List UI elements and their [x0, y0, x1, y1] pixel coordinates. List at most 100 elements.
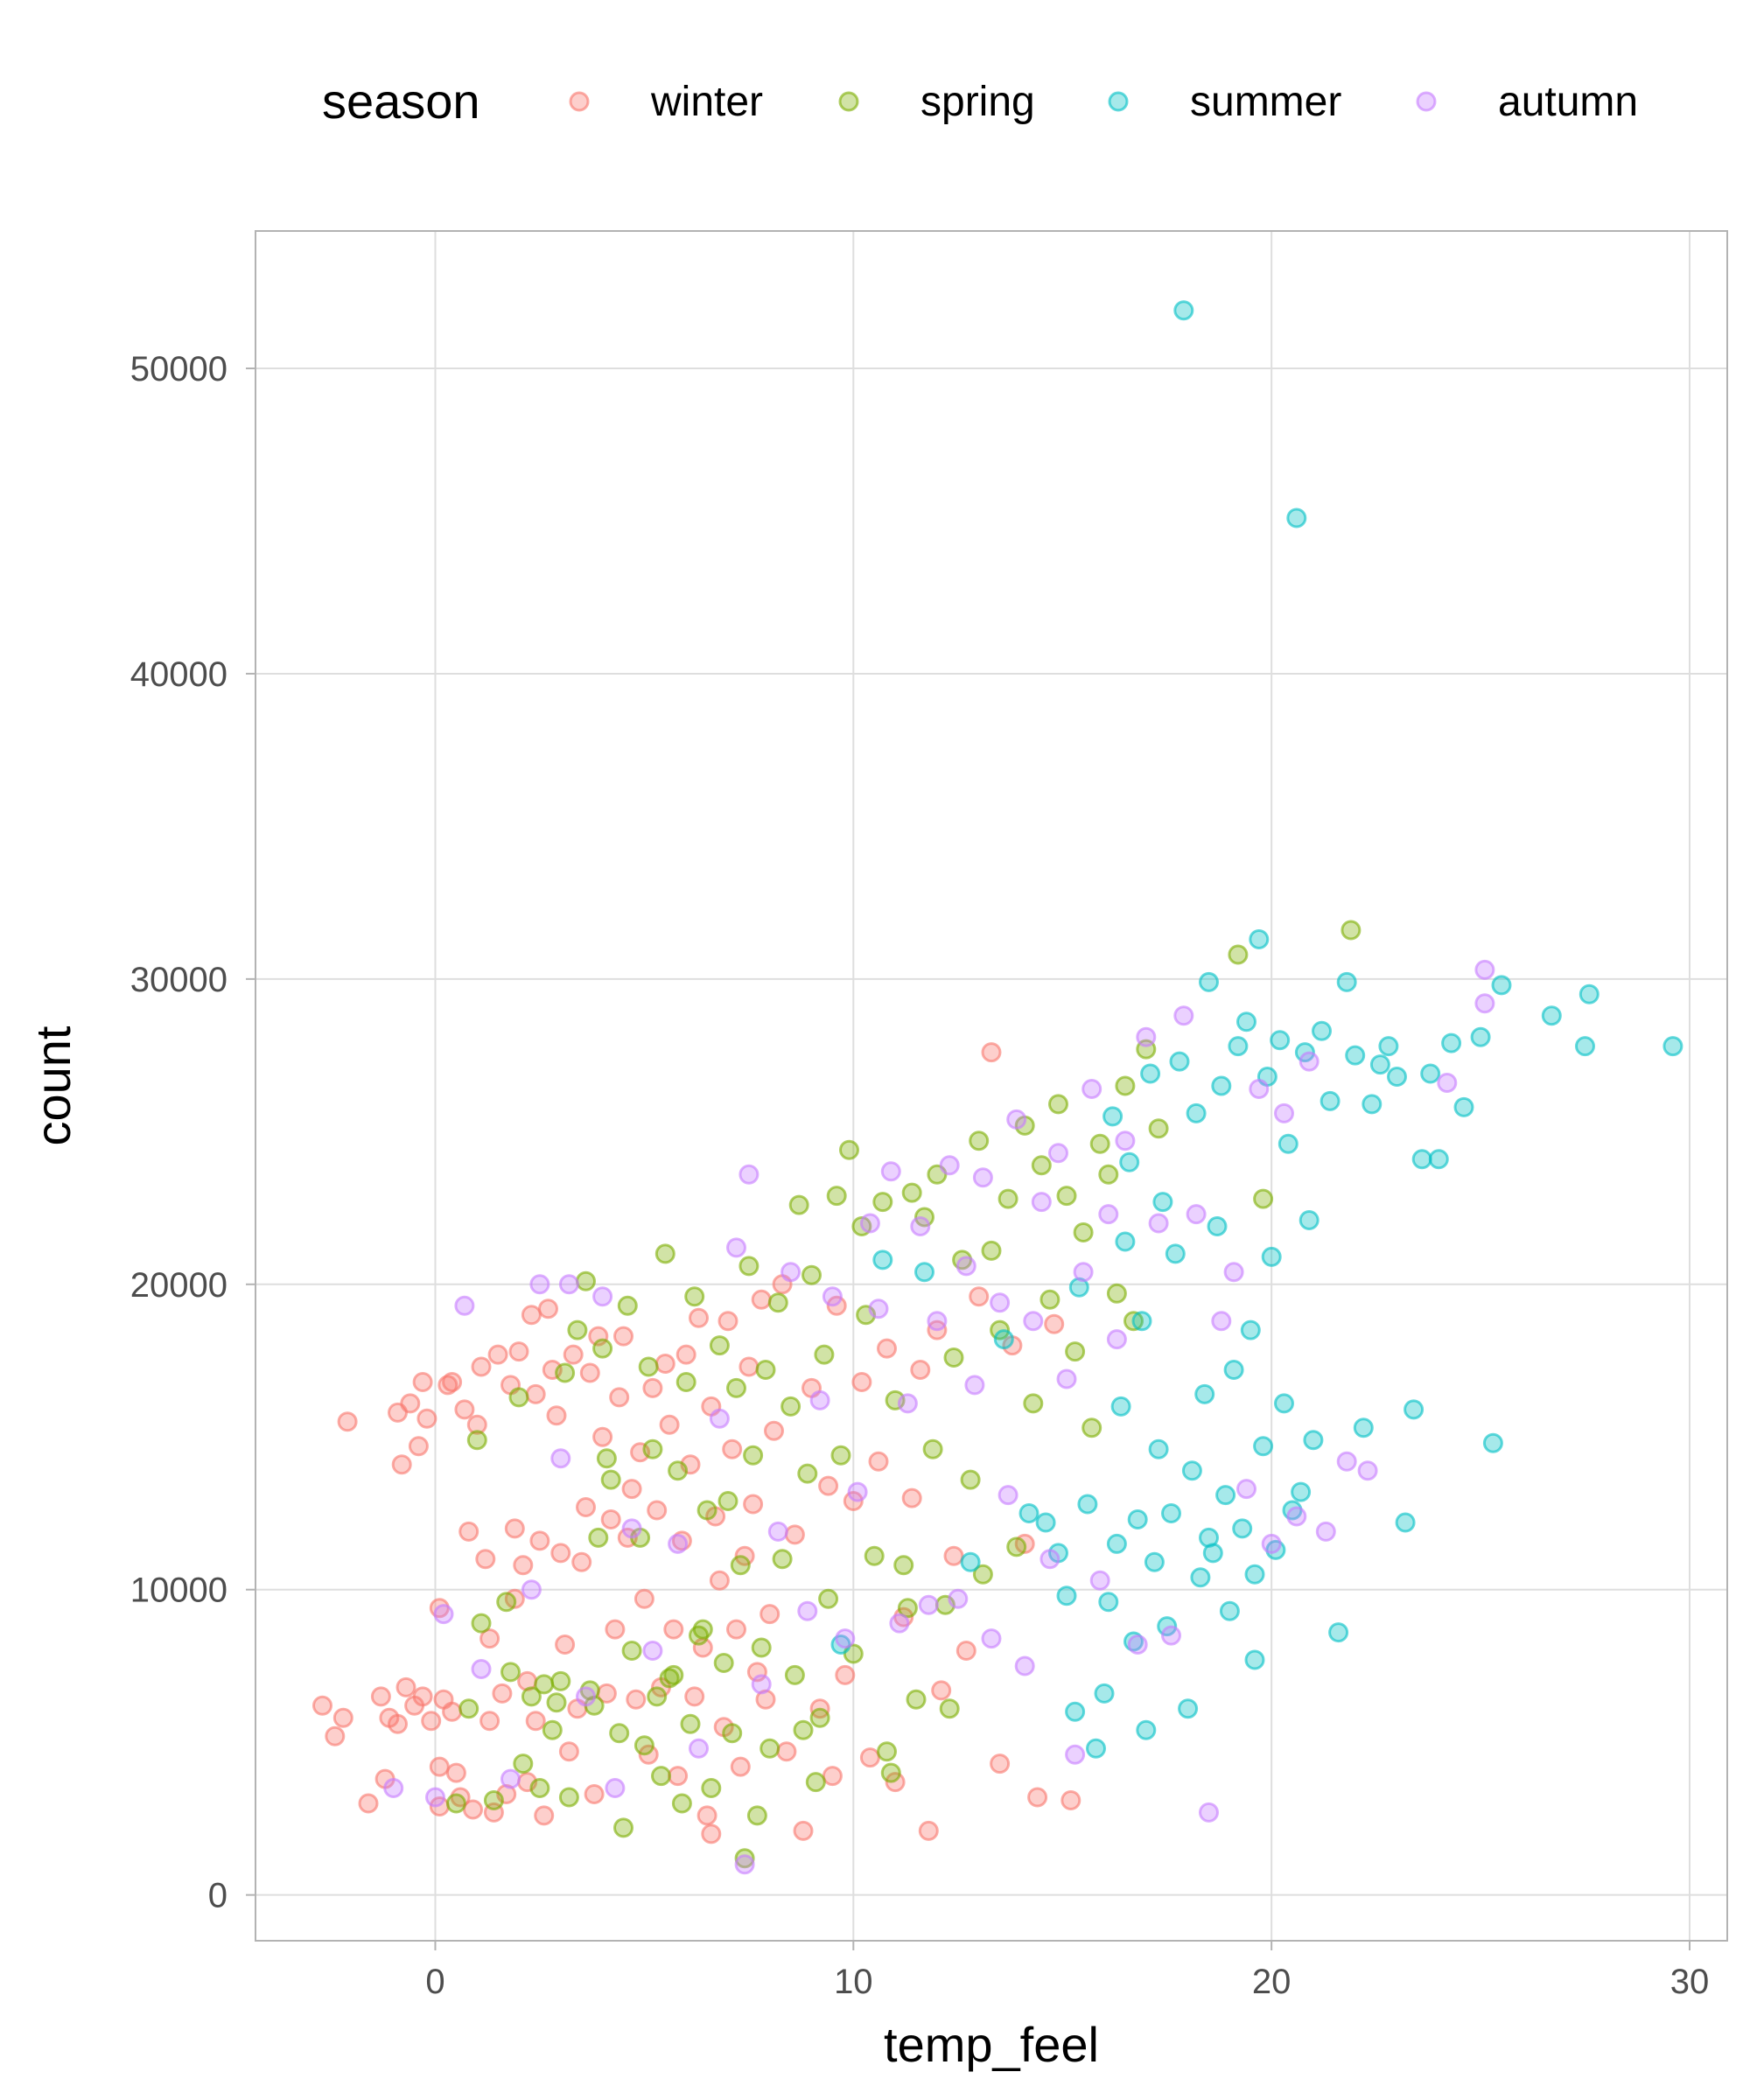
data-point-summer: [1491, 975, 1512, 996]
y-tick-label: 50000: [130, 350, 228, 388]
data-point-winter: [776, 1741, 797, 1762]
data-point-winter: [743, 1494, 764, 1515]
data-point-winter: [642, 1377, 663, 1398]
data-point-summer: [1190, 1567, 1211, 1588]
data-point-winter: [634, 1588, 654, 1609]
data-point-winter: [463, 1799, 483, 1820]
data-point-spring: [1006, 1536, 1027, 1558]
data-point-summer: [1441, 1032, 1462, 1054]
data-point-winter: [626, 1689, 647, 1710]
data-point-autumn: [880, 1161, 901, 1182]
data-point-winter: [621, 1479, 642, 1500]
data-point-summer: [1119, 1152, 1140, 1172]
data-point-spring: [483, 1790, 504, 1810]
data-point-autumn: [383, 1778, 404, 1798]
data-point-winter: [859, 1747, 880, 1768]
data-point-autumn: [972, 1167, 993, 1188]
data-point-spring: [680, 1713, 701, 1734]
data-point-spring: [1148, 1118, 1169, 1139]
data-point-autumn: [734, 1854, 755, 1875]
data-point-spring: [709, 1335, 730, 1356]
data-point-winter: [480, 1628, 500, 1649]
x-tick-label: 20: [1252, 1963, 1292, 2001]
data-point-autumn: [1073, 1262, 1094, 1283]
data-point-autumn: [1199, 1802, 1219, 1823]
data-point-winter: [956, 1641, 976, 1661]
data-point-spring: [546, 1692, 567, 1713]
data-point-winter: [521, 1305, 542, 1326]
legend-label-spring: spring: [920, 79, 1035, 125]
data-point-winter: [529, 1530, 550, 1551]
series-autumn: [383, 959, 1495, 1875]
data-point-winter: [487, 1344, 508, 1365]
data-point-summer: [1086, 1738, 1106, 1759]
data-point-winter: [579, 1362, 600, 1383]
data-point-spring: [638, 1356, 659, 1377]
data-point-spring: [1082, 1418, 1102, 1438]
data-point-autumn: [1148, 1213, 1169, 1234]
data-point-summer: [1578, 984, 1600, 1004]
data-point-autumn: [1006, 1109, 1027, 1130]
data-point-summer: [1249, 929, 1270, 949]
data-point-spring: [1023, 1393, 1044, 1414]
data-point-summer: [1286, 508, 1307, 528]
data-point-summer: [1482, 1432, 1503, 1453]
data-point-spring: [969, 1130, 990, 1152]
data-point-summer: [1303, 1430, 1324, 1451]
data-point-summer: [1369, 1054, 1390, 1075]
legend-label-winter: winter: [650, 79, 763, 125]
data-point-spring: [558, 1787, 579, 1808]
data-point-autumn: [433, 1604, 454, 1625]
y-tick-label: 40000: [130, 655, 228, 694]
data-point-spring: [534, 1674, 555, 1695]
data-point-summer: [1131, 1311, 1152, 1332]
data-point-summer: [1035, 1512, 1056, 1533]
data-point-spring: [1040, 1289, 1060, 1310]
data-point-spring: [671, 1793, 692, 1814]
data-point-spring: [513, 1754, 534, 1774]
data-point-autumn: [859, 1213, 880, 1234]
legend-label-summer: summer: [1190, 79, 1341, 125]
data-point-summer: [1575, 1036, 1595, 1057]
data-point-winter: [793, 1820, 814, 1841]
data-point-spring: [830, 1445, 851, 1466]
data-point-autumn: [1236, 1479, 1256, 1500]
data-point-winter: [1044, 1313, 1065, 1334]
data-point-summer: [1181, 1460, 1202, 1481]
data-point-winter: [722, 1438, 743, 1460]
data-point-autumn: [500, 1768, 521, 1789]
data-point-autumn: [1031, 1192, 1052, 1213]
data-point-winter: [835, 1664, 856, 1685]
y-axis-title: count: [25, 1026, 80, 1145]
data-point-winter: [504, 1518, 525, 1539]
data-point-winter: [400, 1393, 421, 1414]
data-point-winter: [429, 1756, 450, 1777]
data-point-winter: [969, 1286, 990, 1307]
data-point-autumn: [605, 1778, 626, 1798]
plot-panel-border: [255, 230, 1728, 1942]
data-point-winter: [730, 1756, 751, 1777]
data-point-autumn: [918, 1594, 939, 1615]
data-point-spring: [998, 1188, 1018, 1209]
y-tick-label: 20000: [130, 1266, 228, 1305]
data-point-winter: [525, 1711, 546, 1732]
data-point-spring: [634, 1735, 654, 1756]
data-point-winter: [332, 1707, 354, 1728]
data-point-spring: [713, 1653, 734, 1673]
data-point-winter: [325, 1726, 346, 1746]
legend-title: season: [322, 74, 480, 129]
data-point-spring: [596, 1448, 617, 1469]
data-point-spring: [839, 1139, 859, 1160]
data-point-spring: [802, 1264, 822, 1285]
data-point-summer: [1219, 1600, 1240, 1621]
data-point-summer: [1404, 1399, 1424, 1420]
data-point-winter: [412, 1686, 433, 1707]
legend-key-summer: [1108, 91, 1129, 112]
data-point-spring: [897, 1598, 918, 1619]
data-point-spring: [496, 1592, 517, 1613]
data-point-spring: [529, 1778, 550, 1798]
data-point-spring: [901, 1182, 922, 1203]
x-axis-title: temp_feel: [884, 2017, 1099, 2072]
data-point-autumn: [1357, 1460, 1378, 1481]
data-point-winter: [609, 1387, 630, 1408]
